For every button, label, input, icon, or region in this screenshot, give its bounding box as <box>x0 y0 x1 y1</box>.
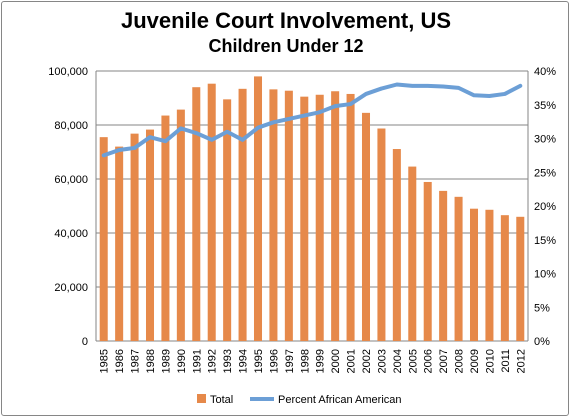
bar <box>192 87 201 341</box>
x-tick-label: 2003 <box>376 349 388 373</box>
x-tick-label: 2006 <box>423 349 435 373</box>
x-tick-label: 1995 <box>253 349 265 373</box>
y-left-tick-label: 0 <box>82 336 88 348</box>
y-left-tick-label: 20,000 <box>54 282 88 294</box>
x-tick-label: 2012 <box>515 349 527 373</box>
bar <box>439 190 448 341</box>
x-tick-label: 2011 <box>500 349 512 373</box>
x-tick-label: 1991 <box>191 349 203 373</box>
legend-swatch-total <box>197 394 206 403</box>
bar <box>361 112 371 341</box>
bar <box>315 94 324 341</box>
x-tick-label: 1986 <box>114 349 126 373</box>
bar <box>269 89 278 341</box>
bar <box>300 96 309 342</box>
x-tick-label: 1988 <box>145 349 157 373</box>
x-tick-label: 1990 <box>176 349 188 373</box>
x-tick-label: 2002 <box>361 349 373 373</box>
y-right-tick-label: 30% <box>534 134 556 146</box>
bar <box>485 209 494 341</box>
y-right-tick-label: 0% <box>534 336 550 348</box>
chart-title: Juvenile Court Involvement, US <box>120 8 452 33</box>
x-tick-label: 2004 <box>392 349 404 373</box>
y-left-tick-label: 60,000 <box>54 174 88 186</box>
y-left-tick-label: 40,000 <box>54 228 88 240</box>
bar <box>331 91 340 341</box>
legend-label-total: Total <box>210 394 233 406</box>
y-left-tick-label: 80,000 <box>54 120 88 132</box>
y-left-tick-label: 100,000 <box>48 66 88 78</box>
legend-label-percent: Percent African American <box>278 394 402 406</box>
bar <box>516 216 525 341</box>
bar <box>99 137 108 341</box>
bar <box>253 76 263 342</box>
x-tick-label: 1993 <box>222 349 234 373</box>
bar <box>346 93 355 341</box>
bar <box>115 146 124 341</box>
y-right-tick-label: 15% <box>534 235 556 247</box>
bar <box>377 128 386 341</box>
y-right-tick-label: 40% <box>534 66 556 78</box>
x-tick-label: 2000 <box>330 349 342 373</box>
x-tick-label: 1985 <box>99 349 111 373</box>
x-tick-label: 1998 <box>299 349 311 373</box>
x-tick-label: 2007 <box>438 349 450 373</box>
x-tick-label: 2009 <box>469 349 481 373</box>
x-tick-label: 1994 <box>238 349 250 373</box>
y-right-tick-label: 5% <box>534 302 550 314</box>
x-tick-label: 2005 <box>407 349 419 373</box>
bar <box>500 215 509 341</box>
bar <box>130 133 139 341</box>
bar <box>145 129 155 341</box>
bar <box>223 99 232 341</box>
line-series-percent-african-american <box>101 82 523 158</box>
x-tick-label: 2008 <box>454 349 466 373</box>
x-tick-label: 2010 <box>484 349 496 373</box>
bar <box>238 88 247 341</box>
x-tick-label: 1992 <box>207 349 219 373</box>
chart-subtitle: Children Under 12 <box>208 36 364 56</box>
bar <box>207 83 216 341</box>
y-right-tick-label: 20% <box>534 201 556 213</box>
y-right-tick-label: 10% <box>534 269 556 281</box>
bar <box>176 109 185 341</box>
x-tick-label: 1996 <box>268 349 280 373</box>
bar <box>469 208 479 341</box>
bar <box>392 149 401 341</box>
x-tick-label: 1999 <box>315 349 327 373</box>
bar <box>408 166 417 341</box>
x-tick-label: 1997 <box>284 349 296 373</box>
x-tick-label: 1987 <box>130 349 142 373</box>
x-tick-label: 2001 <box>346 349 358 373</box>
x-tick-label: 1989 <box>160 349 172 373</box>
y-right-tick-label: 25% <box>534 167 556 179</box>
y-right-tick-label: 35% <box>534 100 556 112</box>
bar <box>284 90 293 342</box>
bar <box>454 196 463 341</box>
bar <box>423 181 432 341</box>
bar <box>161 115 170 341</box>
